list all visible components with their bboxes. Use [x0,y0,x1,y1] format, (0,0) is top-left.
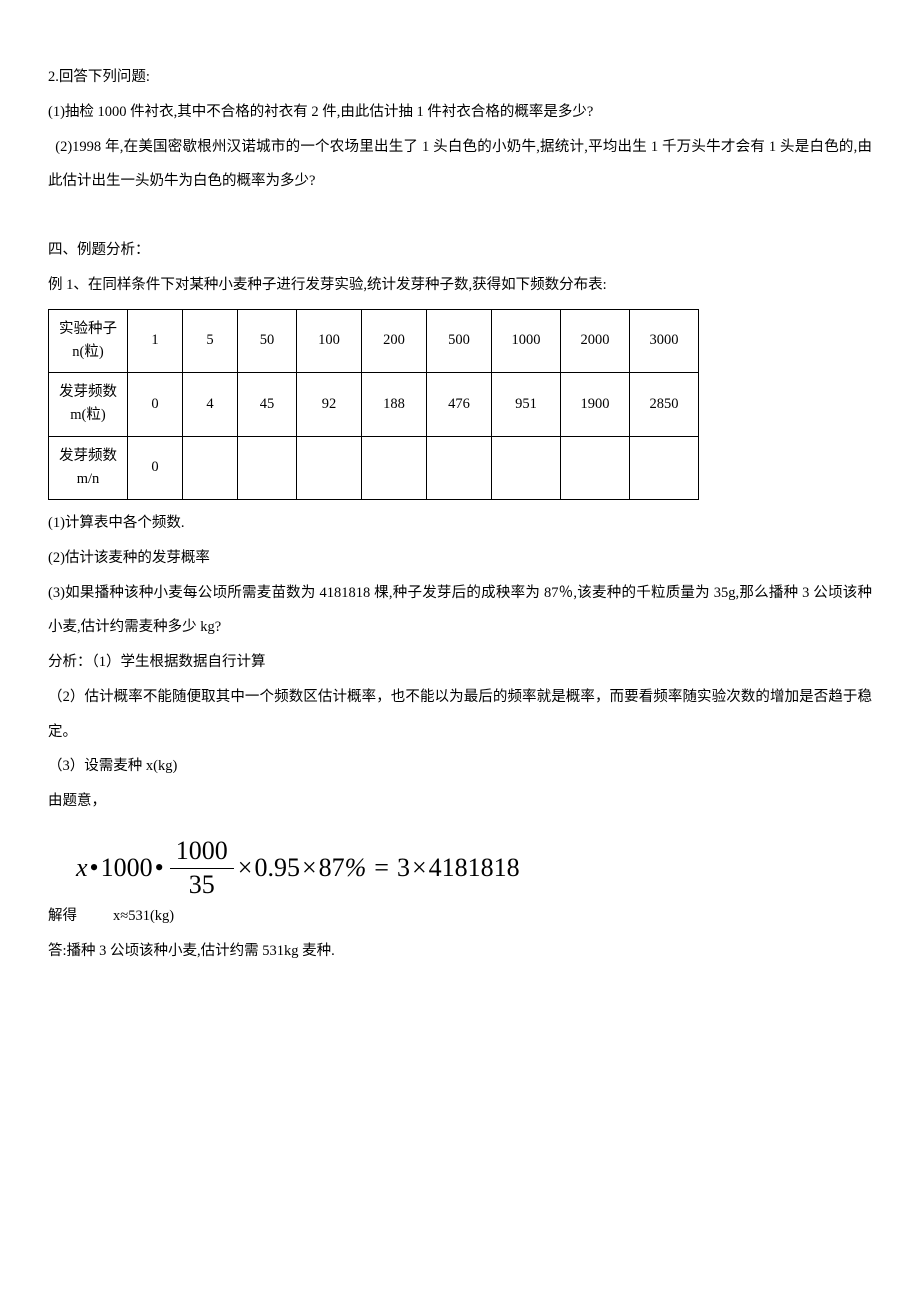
table-cell: 50 [238,309,297,372]
table-cell [630,436,699,499]
table-cell: 4 [183,373,238,436]
table-cell: 0 [128,373,183,436]
table-cell: 2000 [561,309,630,372]
formula-x: x [76,855,88,881]
table-cell: 1 [128,309,183,372]
table-cell [238,436,297,499]
row-head: 发芽频数m/n [49,436,128,499]
table-cell: 951 [492,373,561,436]
q2-part2: (2)1998 年,在美国密歇根州汉诺城市的一个农场里出生了 1 头白色的小奶牛… [48,130,872,200]
table-cell: 500 [427,309,492,372]
cell-text: 发芽频数m/n [59,448,117,487]
fraction-numerator: 1000 [170,837,234,869]
table-cell [561,436,630,499]
times-icon: × [412,855,427,881]
cell-text: 实验种子n(粒) [59,321,117,360]
solve-line: 解得 x≈531(kg) [48,899,872,934]
row-head: 实验种子n(粒) [49,309,128,372]
spacer [48,199,872,233]
formula-v2: 87 [319,855,345,881]
after-p4: 分析：（1）学生根据数据自行计算 [48,645,872,680]
table-row: 发芽频数m/n 0 [49,436,699,499]
answer-line: 答:播种 3 公顷该种小麦,估计约需 531kg 麦种. [48,934,872,969]
formula-1000a: 1000 [101,855,153,881]
after-p2: (2)估计该麦种的发芽概率 [48,541,872,576]
formula-v1: 0.95 [254,855,300,881]
q2-part1: (1)抽检 1000 件衬衣,其中不合格的衬衣有 2 件,由此估计抽 1 件衬衣… [48,95,872,130]
q2-title: 2.回答下列问题: [48,60,872,95]
formula-v4: 4181818 [429,855,520,881]
solve-value: x≈531(kg) [113,908,174,924]
table-cell: 0 [128,436,183,499]
solve-label: 解得 [48,908,77,924]
cell-text: 发芽频数m(粒) [59,384,117,423]
table-cell: 2850 [630,373,699,436]
table-cell: 92 [297,373,362,436]
after-p1: (1)计算表中各个频数. [48,506,872,541]
section4-heading: 四、例题分析： [48,233,872,268]
table-cell: 5 [183,309,238,372]
example1-text: 例 1、在同样条件下对某种小麦种子进行发芽实验,统计发芽种子数,获得如下频数分布… [48,268,872,303]
table-cell: 100 [297,309,362,372]
table-cell: 476 [427,373,492,436]
after-p5: （2）估计概率不能随便取其中一个频数区估计概率，也不能以为最后的频率就是概率，而… [48,680,872,750]
table-cell [183,436,238,499]
after-p7: 由题意， [48,784,872,819]
formula: x • 1000 • 1000 35 × 0.95 × 87 % = 3 × 4… [76,837,872,899]
percent-icon: % [345,855,367,881]
equals-icon: = [374,855,389,881]
frequency-table: 实验种子n(粒) 1 5 50 100 200 500 1000 2000 30… [48,309,699,500]
fraction-denominator: 35 [183,869,221,900]
table-row: 实验种子n(粒) 1 5 50 100 200 500 1000 2000 30… [49,309,699,372]
table-cell: 45 [238,373,297,436]
after-p3: (3)如果播种该种小麦每公顷所需麦苗数为 4181818 棵,种子发芽后的成秧率… [48,576,872,646]
table-cell: 3000 [630,309,699,372]
times-icon: × [302,855,317,881]
table-cell: 1000 [492,309,561,372]
times-icon: × [238,855,253,881]
table-row: 发芽频数m(粒) 0 4 45 92 188 476 951 1900 2850 [49,373,699,436]
after-p6: （3）设需麦种 x(kg) [48,749,872,784]
dot-icon: • [90,855,99,881]
table-cell [297,436,362,499]
table-cell [492,436,561,499]
table-cell [427,436,492,499]
table-cell: 1900 [561,373,630,436]
formula-v3: 3 [397,855,410,881]
dot-icon: • [155,855,164,881]
fraction: 1000 35 [170,837,234,899]
table-cell [362,436,427,499]
row-head: 发芽频数m(粒) [49,373,128,436]
table-cell: 188 [362,373,427,436]
table-cell: 200 [362,309,427,372]
